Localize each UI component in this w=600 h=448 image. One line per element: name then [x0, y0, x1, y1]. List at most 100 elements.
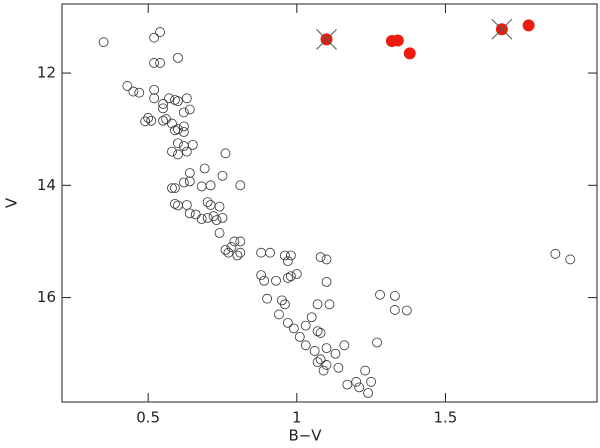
open-point [300, 340, 311, 351]
y-tick-label: 16 [37, 288, 56, 306]
x-tick-label: 0.5 [136, 409, 160, 427]
x-tick-label: 1.5 [433, 409, 457, 427]
x-tick-label: 1 [292, 409, 302, 427]
open-point [351, 376, 362, 387]
open-point [321, 343, 332, 354]
open-point [274, 309, 284, 320]
open-point [550, 248, 561, 259]
open-point [158, 115, 168, 126]
open-point [208, 211, 219, 222]
cross-marker [491, 18, 513, 40]
open-point [134, 87, 145, 98]
open-point [282, 317, 293, 328]
open-point [167, 183, 177, 194]
open-point [333, 362, 344, 373]
open-point [149, 84, 160, 95]
open-point [199, 163, 210, 174]
open-point [288, 323, 299, 334]
open-point [173, 149, 183, 160]
open-point [164, 93, 174, 104]
plot-frame [61, 3, 598, 403]
open-point [324, 299, 335, 310]
open-point [282, 256, 293, 267]
open-point [161, 114, 171, 124]
open-point [149, 32, 160, 43]
open-point [170, 183, 180, 194]
open-point [178, 141, 189, 151]
open-point [196, 214, 207, 224]
open-point [181, 93, 192, 104]
open-point [181, 200, 192, 210]
open-point [280, 250, 290, 261]
open-point [178, 121, 189, 132]
open-point [235, 180, 246, 191]
cross-marker [316, 29, 337, 50]
open-point [220, 244, 231, 255]
open-point [321, 276, 332, 287]
y-tick-label: 12 [37, 64, 56, 82]
open-point [214, 228, 225, 238]
open-point [181, 146, 192, 157]
open-point [220, 148, 231, 159]
open-point [202, 197, 213, 208]
open-point [170, 198, 180, 209]
open-point [366, 376, 377, 387]
open-point [158, 103, 168, 114]
open-point [178, 127, 189, 137]
filled-point [391, 34, 404, 47]
open-point [229, 236, 240, 247]
open-point [372, 337, 382, 348]
open-point [312, 357, 323, 368]
open-point [128, 86, 139, 97]
open-point [140, 116, 151, 127]
y-axis-label: V [3, 197, 21, 208]
open-point [217, 212, 228, 223]
open-point [149, 58, 160, 68]
open-point [318, 365, 329, 376]
open-point [401, 305, 412, 316]
open-point [321, 254, 332, 265]
filled-point [522, 19, 535, 32]
open-point [262, 293, 272, 304]
open-point [196, 181, 207, 192]
open-point [265, 247, 275, 258]
open-point [312, 326, 323, 337]
open-point [277, 295, 287, 306]
open-point [223, 247, 234, 258]
open-point [256, 270, 267, 281]
open-point [187, 139, 198, 150]
open-point [122, 81, 133, 91]
open-point [285, 271, 296, 282]
open-point [184, 208, 195, 219]
open-point [205, 200, 216, 210]
open-point [354, 382, 365, 393]
open-point [315, 328, 326, 338]
open-point [363, 388, 374, 398]
open-point [167, 118, 177, 129]
open-point [282, 273, 293, 283]
open-point [149, 93, 160, 104]
open-point [167, 146, 177, 157]
open-point [211, 215, 222, 226]
open-point [259, 275, 270, 286]
open-point [389, 305, 400, 315]
open-point [330, 348, 341, 359]
open-point [291, 269, 302, 279]
open-point [342, 379, 353, 390]
open-point [155, 27, 165, 37]
open-point [315, 252, 326, 263]
open-point [339, 340, 350, 351]
open-point [226, 242, 237, 252]
open-point [360, 365, 371, 376]
open-point [155, 58, 165, 68]
open-point [184, 176, 195, 187]
open-point [389, 291, 400, 301]
filled-point [403, 47, 416, 60]
open-point [375, 289, 385, 300]
open-point [146, 115, 157, 126]
open-point [321, 360, 332, 370]
open-point [202, 212, 213, 223]
open-point [214, 201, 225, 212]
open-point [173, 138, 183, 149]
